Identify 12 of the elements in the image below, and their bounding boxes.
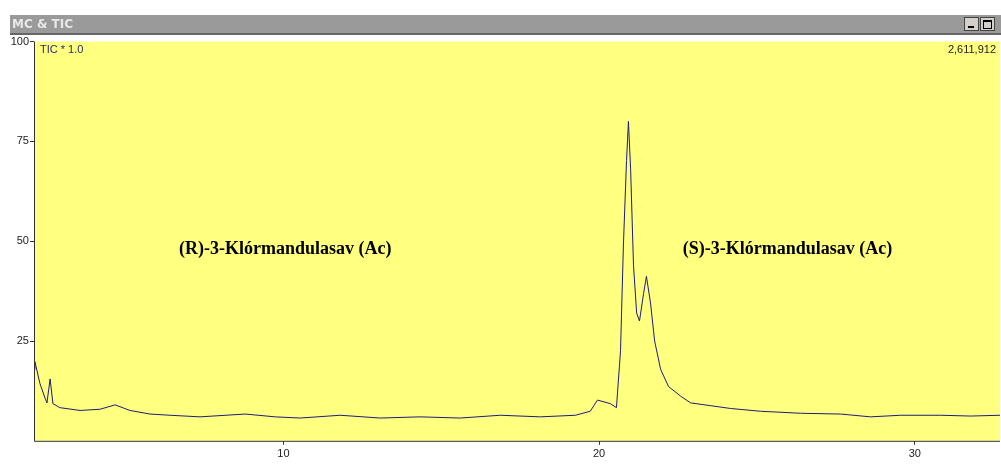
x-tick-label: 30 [908,447,921,460]
annotation: 2,611,912 [947,43,996,56]
x-tick-label: 20 [592,447,606,460]
chart-subtitle: TIC * 1.0 [40,43,84,56]
annotation: (R)-3-Klórmandulasav (Ac) [178,237,392,259]
y-tick-label: 75 [16,134,29,147]
chart-title: MC & TIC [12,17,74,31]
annotation: (S)-3-Klórmandulasav (Ac) [682,237,893,259]
y-tick-label: 25 [16,334,29,347]
y-tick-label: 100 [10,34,29,47]
y-tick-label: 50 [16,234,29,247]
x-tick-label: 10 [277,447,290,460]
